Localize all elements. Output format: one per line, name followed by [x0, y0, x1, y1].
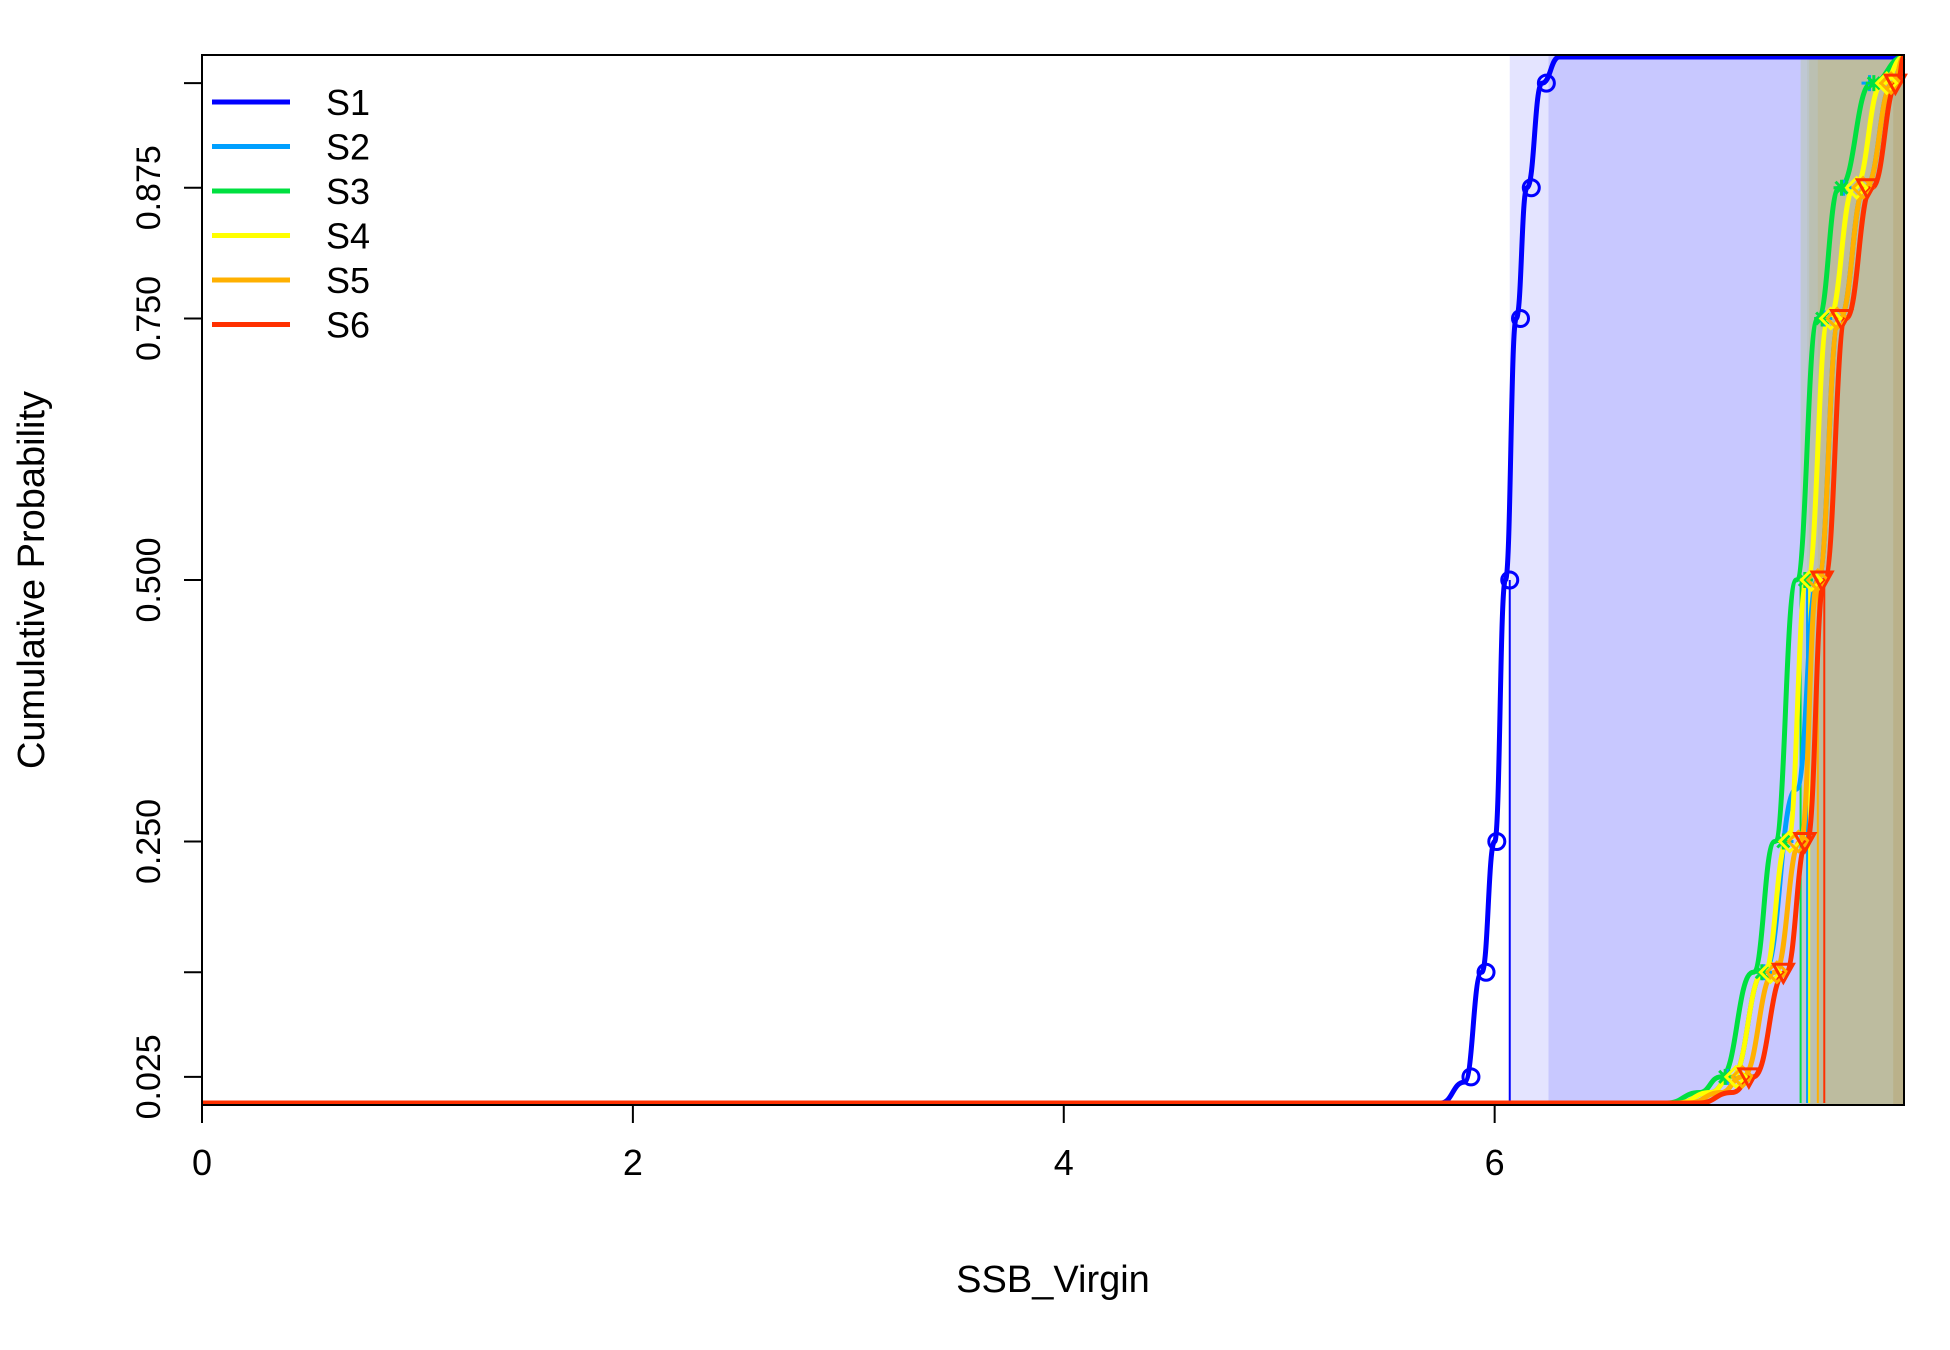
- marker-s4: [1874, 71, 1899, 96]
- marker-s3: [1775, 833, 1792, 850]
- marker-s3: [1796, 572, 1813, 588]
- shade-s6: [1893, 55, 1904, 1105]
- y-tick-label: 0.750: [130, 276, 168, 361]
- y-axis-label: Cumulative Probability: [11, 391, 53, 769]
- marker-s6: [1792, 832, 1818, 855]
- marker-s6: [1770, 962, 1796, 986]
- x-axis-label: SSB_Virgin: [956, 1259, 1150, 1301]
- marker-s3: [1865, 75, 1882, 92]
- marker-s3: [1833, 179, 1850, 196]
- legend-label-s4: S4: [326, 216, 370, 257]
- marker-s1: [1500, 570, 1520, 590]
- marker-s5: [1878, 71, 1904, 96]
- legend-label-s2: S2: [326, 127, 370, 168]
- legend-label-s5: S5: [326, 260, 370, 301]
- marker-s1: [1476, 962, 1496, 982]
- series-line-s6: [202, 54, 1907, 1106]
- marker-s5: [1805, 567, 1830, 593]
- series-lines: [202, 54, 1907, 1106]
- legend-label-s6: S6: [326, 305, 370, 346]
- x-tick-label: 6: [1485, 1142, 1505, 1183]
- marker-s5: [1786, 829, 1811, 854]
- marker-s4: [1844, 175, 1869, 200]
- marker-s5: [1764, 960, 1790, 985]
- marker-s1: [1521, 178, 1541, 198]
- marker-s5: [1825, 306, 1850, 331]
- legend-label-s1: S1: [326, 82, 370, 123]
- legend-label-s3: S3: [326, 171, 370, 212]
- series-markers: [1461, 71, 1908, 1090]
- x-tick-label: 4: [1054, 1142, 1074, 1183]
- marker-s5: [1850, 175, 1876, 200]
- shade-s1-inner: [1509, 55, 1549, 1105]
- x-tick-label: 0: [192, 1142, 212, 1183]
- y-tick-label: 0.250: [130, 799, 168, 884]
- marker-s5: [1730, 1064, 1755, 1089]
- plot-frame: [201, 54, 1905, 1106]
- marker-s4: [1799, 567, 1824, 593]
- y-tick-label: 0.500: [130, 537, 168, 622]
- marker-s1: [1487, 832, 1507, 851]
- marker-s1: [1511, 309, 1531, 328]
- marker-s1: [1461, 1067, 1481, 1087]
- y-tick-label: 0.875: [130, 145, 168, 230]
- marker-s1: [1536, 73, 1556, 93]
- marker-s6: [1828, 309, 1855, 332]
- marker-s4: [1818, 306, 1843, 331]
- marker-s6: [1809, 570, 1835, 594]
- x-tick-label: 2: [623, 1142, 643, 1183]
- marker-s6: [1736, 1067, 1762, 1090]
- marker-s6: [1882, 73, 1908, 97]
- marker-s6: [1854, 178, 1880, 201]
- y-tick-label: 0.025: [130, 1034, 168, 1119]
